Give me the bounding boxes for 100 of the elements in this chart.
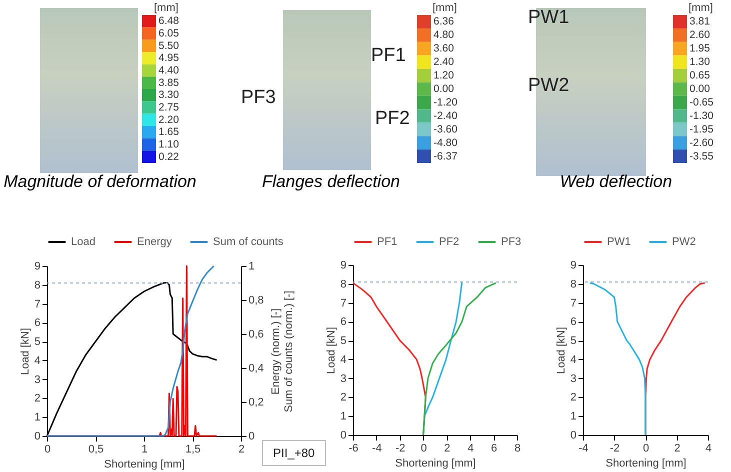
x-tick-label: 1 bbox=[141, 444, 148, 456]
x-tick-label: 2 bbox=[238, 444, 245, 456]
category-label: 3.85 bbox=[158, 76, 180, 89]
y-tick-label: 0 bbox=[340, 430, 346, 442]
category-label: 3.81 bbox=[690, 16, 710, 28]
color-bar-title: [mm] bbox=[154, 2, 178, 14]
y-tick-label: 7 bbox=[570, 297, 576, 310]
x-tick-label: -2 bbox=[610, 442, 620, 454]
legend-label: PF1 bbox=[377, 236, 398, 248]
y-tick-label: 9 bbox=[340, 260, 346, 272]
text: PW2 bbox=[528, 75, 570, 97]
category-label: 0.22 bbox=[158, 150, 180, 163]
y-tick-label: 6 bbox=[570, 316, 576, 328]
y-tick-label: 8 bbox=[340, 278, 346, 290]
category-label: -1.95 bbox=[690, 123, 714, 136]
x-tick-label: 0 bbox=[44, 444, 51, 456]
category-label: 1.20 bbox=[434, 70, 454, 82]
y-tick-label: 0 bbox=[34, 430, 40, 442]
y2-tick-label: 0,2 bbox=[248, 396, 264, 408]
y-tick-label: 0 bbox=[570, 430, 576, 442]
category-label: 0.00 bbox=[434, 83, 454, 95]
category-label: 4.40 bbox=[158, 64, 180, 76]
line-series bbox=[589, 282, 646, 436]
x-tick-label: 2 bbox=[444, 442, 450, 454]
legend-label: Sum of counts bbox=[213, 236, 284, 248]
text: Magnitude of deformation bbox=[2, 172, 198, 192]
x-tick-label: 1,5 bbox=[185, 444, 201, 456]
y2-axis-title: Energy (norm.) [-] Sum of counts (norm.) [-] bbox=[270, 290, 295, 412]
category-label: 5.50 bbox=[158, 40, 180, 52]
y2-tick-label: 0 bbox=[248, 430, 255, 442]
x-tick-label: -4 bbox=[372, 442, 382, 454]
y-tick-label: 8 bbox=[34, 279, 40, 292]
category-label: 1.30 bbox=[690, 56, 710, 68]
y-tick-label: 4 bbox=[570, 354, 576, 366]
category-label: -2.60 bbox=[690, 136, 714, 149]
y-tick-label: 1 bbox=[340, 410, 346, 423]
legend-label: PW1 bbox=[607, 236, 631, 248]
category-label: 2.20 bbox=[158, 114, 180, 126]
category-label: 6.36 bbox=[434, 16, 454, 28]
y-tick-label: 7 bbox=[34, 298, 40, 310]
legend-label: Energy bbox=[137, 236, 172, 248]
category-label: -0.65 bbox=[690, 96, 714, 108]
y-tick-label: 8 bbox=[570, 278, 576, 290]
y-axis-title: Load [kN] bbox=[325, 326, 338, 374]
y-tick-label: 5 bbox=[34, 336, 40, 348]
line-series bbox=[422, 282, 497, 436]
y-tick-label: 2 bbox=[340, 392, 346, 404]
text: PF2 bbox=[375, 108, 410, 130]
y-tick-label: 1 bbox=[34, 412, 40, 424]
x-axis-title: Shortening [mm] bbox=[104, 458, 185, 470]
y2-tick-label: 1 bbox=[248, 260, 255, 272]
text: Flanges deflection bbox=[261, 172, 401, 192]
y-tick-label: 4 bbox=[34, 354, 40, 367]
y-tick-label: 5 bbox=[340, 335, 346, 348]
x-tick-label: -6 bbox=[348, 442, 358, 454]
y-tick-label: 4 bbox=[340, 354, 346, 366]
y-tick-label: 6 bbox=[34, 317, 40, 330]
x-tick-label: 0,5 bbox=[88, 444, 104, 456]
text: PII_+80 bbox=[262, 440, 326, 466]
category-label: 6.05 bbox=[158, 28, 180, 40]
y2-tick-label: 0,8 bbox=[248, 294, 264, 306]
category-label: -6.37 bbox=[434, 150, 458, 162]
x-tick-label: 0 bbox=[642, 442, 650, 454]
x-tick-label: 4 bbox=[705, 442, 712, 454]
y-tick-label: 9 bbox=[570, 260, 576, 272]
y-tick-label: 3 bbox=[34, 374, 40, 386]
text: Web deflection bbox=[558, 172, 674, 192]
category-label: -1.30 bbox=[690, 110, 714, 122]
category-label: 2.75 bbox=[158, 102, 180, 114]
x-tick-label: -2 bbox=[395, 442, 406, 454]
legend-label: PF3 bbox=[501, 236, 522, 248]
category-label: 1.10 bbox=[158, 138, 180, 150]
category-label: 0.65 bbox=[690, 70, 710, 82]
color-bar-title: [mm] bbox=[688, 2, 713, 14]
y-tick-label: 2 bbox=[570, 392, 576, 404]
y-axis-title: Load [kN] bbox=[19, 328, 32, 376]
category-label: -3.60 bbox=[434, 123, 458, 136]
category-label: -4.80 bbox=[434, 136, 458, 149]
x-axis-title: Shortening [mm] bbox=[395, 458, 476, 470]
category-label: 1.65 bbox=[158, 126, 180, 138]
y-tick-label: 3 bbox=[570, 372, 576, 385]
category-label: -2.40 bbox=[434, 110, 458, 122]
legend-label: PF2 bbox=[439, 236, 460, 248]
y-tick-label: 9 bbox=[34, 260, 40, 272]
x-tick-label: 8 bbox=[514, 442, 521, 454]
category-label: -3.55 bbox=[690, 150, 714, 162]
x-tick-label: 0 bbox=[420, 442, 427, 454]
text: PW1 bbox=[528, 7, 570, 29]
category-label: 6.48 bbox=[158, 15, 180, 28]
category-label: 4.80 bbox=[434, 29, 454, 42]
y-tick-label: 2 bbox=[34, 392, 40, 405]
category-label: 3.60 bbox=[434, 42, 454, 55]
legend-label: PW2 bbox=[672, 236, 696, 248]
color-bar-title: [mm] bbox=[432, 2, 457, 14]
y-tick-label: 3 bbox=[340, 372, 346, 385]
category-label: 3.30 bbox=[158, 89, 180, 102]
y2-tick-label: 0,6 bbox=[248, 328, 264, 340]
y-tick-label: 7 bbox=[340, 297, 346, 310]
x-tick-label: -4 bbox=[578, 442, 588, 454]
category-label: 2.40 bbox=[434, 56, 454, 68]
